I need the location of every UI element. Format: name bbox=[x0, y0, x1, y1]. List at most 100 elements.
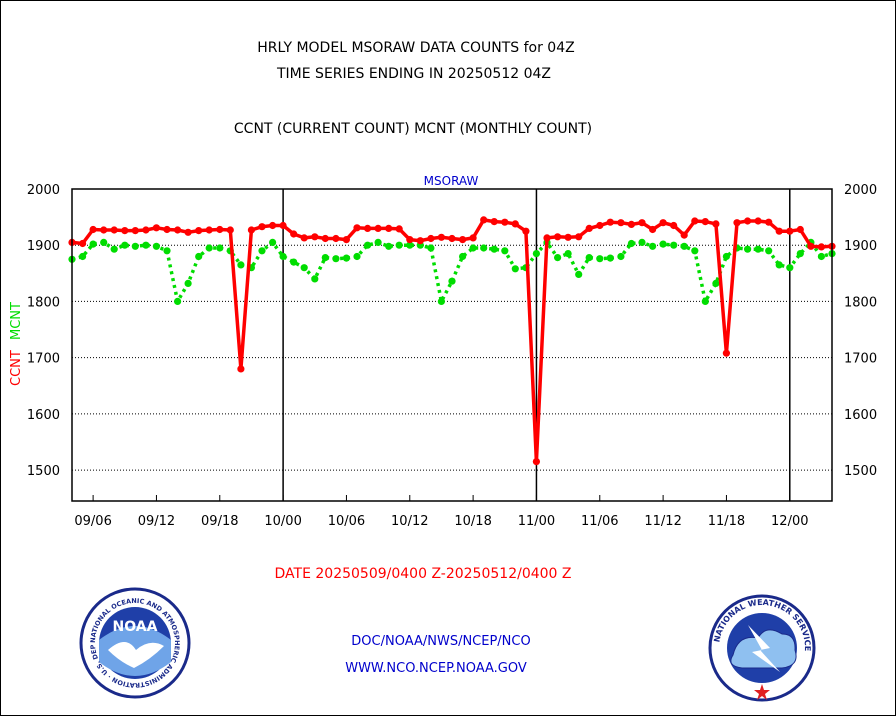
data-point-ccnt bbox=[332, 234, 340, 243]
data-point-mcnt bbox=[437, 297, 445, 305]
data-point-mcnt bbox=[775, 261, 783, 269]
data-point-ccnt bbox=[342, 236, 350, 244]
data-point-ccnt bbox=[532, 458, 541, 466]
x-tick-label: 10/00 bbox=[264, 514, 301, 529]
data-point-mcnt bbox=[427, 244, 435, 252]
data-point-mcnt bbox=[205, 244, 213, 252]
x-tick-label: 09/12 bbox=[138, 514, 175, 529]
noaa-logo-text: NOAA bbox=[113, 619, 158, 635]
data-point-mcnt bbox=[606, 254, 614, 262]
data-point-mcnt bbox=[342, 254, 350, 262]
data-point-ccnt bbox=[754, 217, 762, 225]
data-point-mcnt bbox=[311, 275, 319, 283]
data-point-mcnt bbox=[269, 238, 277, 246]
data-point-mcnt bbox=[701, 297, 709, 305]
x-tick-label: 10/18 bbox=[454, 514, 491, 529]
data-point-mcnt bbox=[279, 252, 287, 261]
data-point-ccnt bbox=[522, 227, 530, 235]
data-point-ccnt bbox=[374, 224, 382, 232]
plot-label: MSORAW bbox=[424, 174, 479, 188]
data-point-mcnt bbox=[163, 247, 171, 255]
data-point-mcnt bbox=[480, 244, 488, 252]
data-point-mcnt bbox=[152, 242, 160, 250]
data-point-mcnt bbox=[511, 265, 519, 273]
data-point-ccnt bbox=[691, 217, 699, 225]
data-point-ccnt bbox=[564, 233, 572, 241]
data-point-ccnt bbox=[448, 234, 456, 243]
data-point-ccnt bbox=[152, 224, 160, 232]
data-point-mcnt bbox=[670, 241, 678, 249]
data-point-mcnt bbox=[89, 240, 97, 248]
data-point-ccnt bbox=[596, 221, 604, 230]
data-point-mcnt bbox=[596, 255, 604, 263]
data-point-mcnt bbox=[184, 279, 192, 287]
data-point-mcnt bbox=[174, 297, 182, 305]
x-tick-label: 12/00 bbox=[771, 514, 808, 529]
data-point-ccnt bbox=[744, 217, 752, 225]
y-tick-label-left: 1900 bbox=[27, 239, 60, 254]
y-axis-label-group: CCNT MCNT bbox=[9, 302, 24, 386]
data-point-ccnt bbox=[670, 221, 678, 230]
data-point-ccnt bbox=[216, 225, 224, 234]
data-point-mcnt bbox=[786, 264, 794, 272]
data-point-ccnt bbox=[247, 226, 255, 234]
data-point-ccnt bbox=[511, 220, 519, 228]
data-point-mcnt bbox=[638, 238, 646, 246]
data-point-mcnt bbox=[121, 241, 129, 249]
data-point-ccnt bbox=[184, 228, 192, 236]
plot-frame bbox=[71, 188, 833, 502]
data-point-mcnt bbox=[142, 241, 150, 249]
data-point-mcnt bbox=[617, 252, 625, 261]
data-point-mcnt bbox=[332, 255, 340, 263]
data-point-ccnt bbox=[480, 216, 488, 224]
data-point-mcnt bbox=[258, 247, 266, 255]
x-tick-label: 09/06 bbox=[74, 514, 111, 529]
data-point-ccnt bbox=[807, 242, 815, 250]
data-point-ccnt bbox=[290, 230, 298, 238]
data-point-ccnt bbox=[733, 219, 741, 227]
org-label: DOC/NOAA/NWS/NCEP/NCO bbox=[351, 634, 530, 649]
data-point-mcnt bbox=[627, 239, 636, 248]
data-point-mcnt bbox=[459, 252, 467, 261]
data-point-ccnt bbox=[606, 218, 614, 226]
data-point-ccnt bbox=[554, 233, 562, 241]
data-point-ccnt bbox=[765, 218, 773, 226]
data-point-mcnt bbox=[490, 245, 498, 253]
data-point-ccnt bbox=[353, 224, 361, 232]
y-axis-label-ccnt: CCNT bbox=[9, 350, 24, 386]
data-point-ccnt bbox=[110, 226, 118, 234]
data-point-ccnt bbox=[131, 227, 139, 235]
data-point-ccnt bbox=[501, 218, 509, 226]
chart-title-legend-line: CCNT (CURRENT COUNT) MCNT (MONTHLY COUNT… bbox=[234, 121, 592, 137]
data-point-mcnt bbox=[364, 241, 372, 249]
data-point-ccnt bbox=[163, 225, 171, 234]
data-point-mcnt bbox=[237, 261, 245, 269]
data-point-ccnt bbox=[385, 224, 393, 232]
data-point-ccnt bbox=[79, 239, 87, 248]
data-point-mcnt bbox=[564, 250, 572, 258]
data-point-ccnt bbox=[459, 236, 467, 244]
chart-title-line1: HRLY MODEL MSORAW DATA COUNTS for 04Z bbox=[257, 40, 574, 56]
data-point-ccnt bbox=[321, 234, 329, 243]
y-tick-label-right: 1700 bbox=[844, 352, 877, 367]
y-tick-label-right: 1800 bbox=[844, 295, 877, 310]
data-point-ccnt bbox=[543, 234, 551, 242]
data-point-mcnt bbox=[744, 245, 752, 253]
data-point-mcnt bbox=[395, 241, 403, 249]
data-point-ccnt bbox=[786, 227, 794, 235]
y-tick-label-left: 1500 bbox=[27, 464, 60, 479]
data-point-mcnt bbox=[321, 254, 329, 262]
data-point-ccnt bbox=[364, 224, 372, 232]
data-point-ccnt bbox=[89, 225, 97, 234]
data-point-ccnt bbox=[796, 225, 804, 234]
data-point-mcnt bbox=[722, 252, 731, 261]
url-label: WWW.NCO.NCEP.NOAA.GOV bbox=[345, 661, 527, 676]
y-tick-label-right: 1600 bbox=[844, 408, 877, 423]
y-axis-label-mcnt: MCNT bbox=[9, 302, 24, 340]
data-point-ccnt bbox=[627, 220, 636, 228]
data-point-ccnt bbox=[712, 220, 720, 228]
y-axis-left: 1500 1600 1700 1800 1900 2000 bbox=[27, 183, 60, 479]
data-point-ccnt bbox=[775, 227, 783, 235]
data-point-ccnt bbox=[416, 237, 424, 245]
